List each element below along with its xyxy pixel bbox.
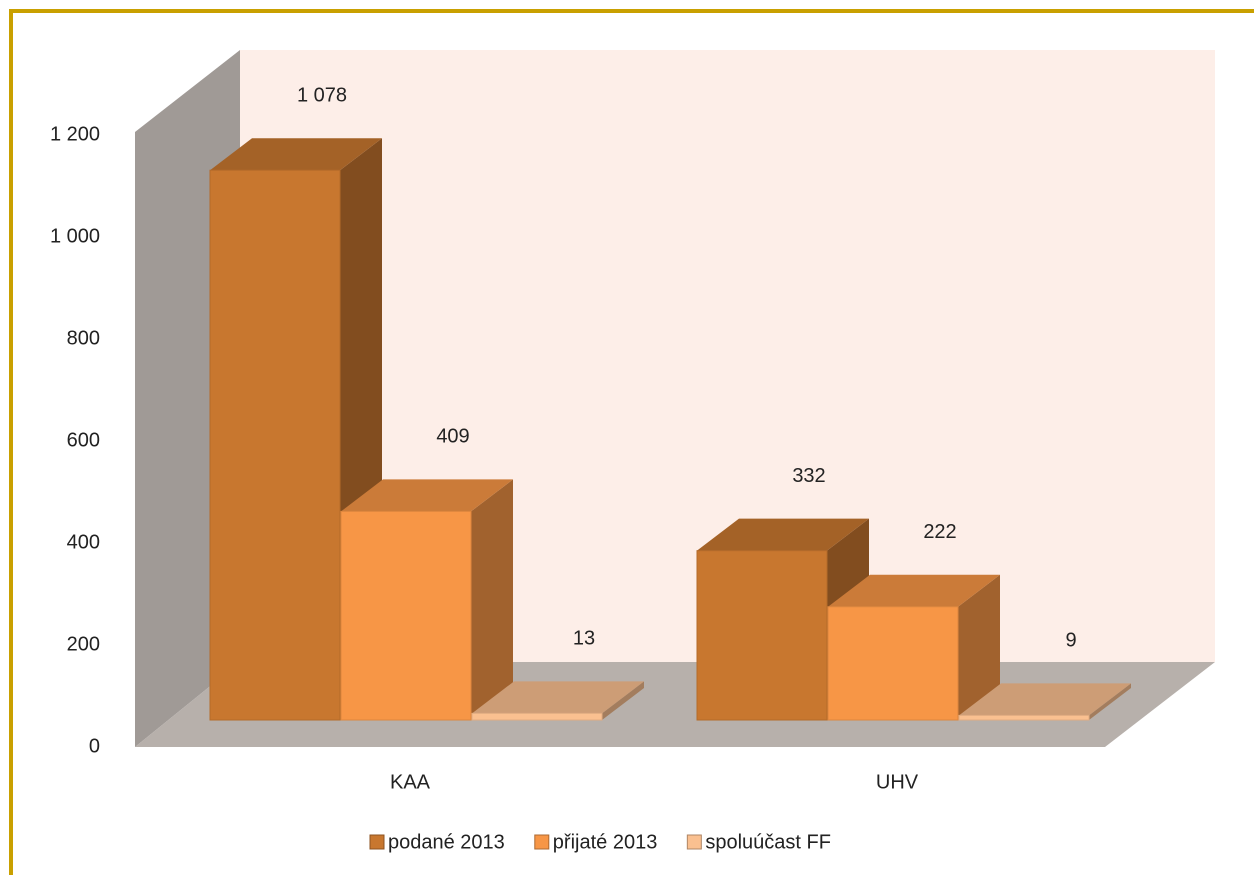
- y-tick-label: 200: [67, 633, 100, 655]
- bar-top: [210, 138, 382, 171]
- y-tick-label: 1 200: [50, 123, 100, 145]
- legend-swatch: [369, 834, 385, 850]
- bar: [958, 683, 1131, 721]
- legend-swatch: [534, 834, 550, 850]
- y-tick-label: 0: [89, 735, 100, 757]
- legend-label: přijaté 2013: [553, 831, 658, 853]
- bar-front: [471, 712, 603, 721]
- legend-swatch: [686, 834, 702, 850]
- bar-top: [959, 683, 1131, 716]
- bar: [827, 574, 1000, 721]
- data-label: 9: [1065, 630, 1076, 652]
- y-tick-label: 600: [67, 429, 100, 451]
- y-tick-label: 800: [67, 327, 100, 349]
- bar-top: [472, 681, 644, 714]
- data-label: 332: [792, 465, 825, 487]
- data-label: 1 078: [297, 85, 347, 107]
- data-label: 13: [573, 628, 595, 650]
- data-label: 222: [923, 521, 956, 543]
- bar: [209, 138, 382, 721]
- bar-front: [696, 550, 828, 721]
- frame: [9, 9, 1254, 875]
- bar-side: [1089, 683, 1131, 720]
- data-label: 409: [436, 426, 469, 448]
- bar-side: [958, 574, 1000, 720]
- bar-top: [697, 518, 869, 551]
- y-tick-label: 1 000: [50, 225, 100, 247]
- bar: [471, 681, 644, 721]
- bar-top: [341, 479, 513, 512]
- bar-front: [958, 714, 1090, 721]
- legend-label: podané 2013: [388, 831, 505, 853]
- bar-top: [828, 574, 1000, 607]
- bar-front: [827, 606, 959, 721]
- bar-front: [340, 510, 472, 721]
- bar-front: [209, 169, 341, 721]
- legend-label: spoluúčast FF: [705, 831, 831, 853]
- bar-side: [602, 681, 644, 720]
- x-tick-label: KAA: [390, 771, 431, 793]
- bar: [340, 479, 513, 721]
- x-tick-label: UHV: [876, 771, 919, 793]
- bar-side: [471, 479, 513, 720]
- y-tick-label: 400: [67, 531, 100, 553]
